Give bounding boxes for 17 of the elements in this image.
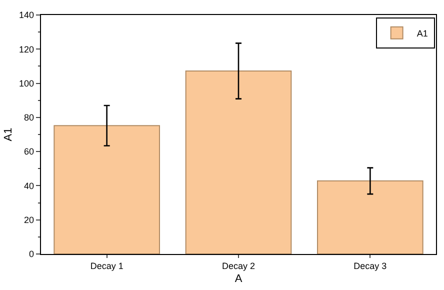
bar bbox=[185, 70, 292, 254]
y-tick-label: 100 bbox=[19, 78, 34, 88]
y-axis-title: A1 bbox=[2, 128, 15, 142]
y-tick-label: 140 bbox=[19, 10, 34, 20]
y-tick-label: 0 bbox=[29, 249, 34, 260]
y-tick-label: 20 bbox=[24, 215, 34, 226]
x-axis-title: A bbox=[234, 273, 243, 286]
x-tick-label: Decay 3 bbox=[354, 260, 387, 271]
legend-label: A1 bbox=[416, 28, 428, 38]
x-tick-label: Decay 2 bbox=[222, 260, 256, 271]
y-tick-label: 40 bbox=[24, 180, 34, 191]
x-tick-label: Decay 1 bbox=[90, 260, 124, 271]
y-tick-label: 60 bbox=[24, 146, 34, 157]
bar bbox=[317, 180, 424, 254]
y-tick-label: 120 bbox=[19, 44, 34, 54]
y-tick-label: 80 bbox=[24, 112, 34, 123]
bar bbox=[54, 125, 160, 254]
